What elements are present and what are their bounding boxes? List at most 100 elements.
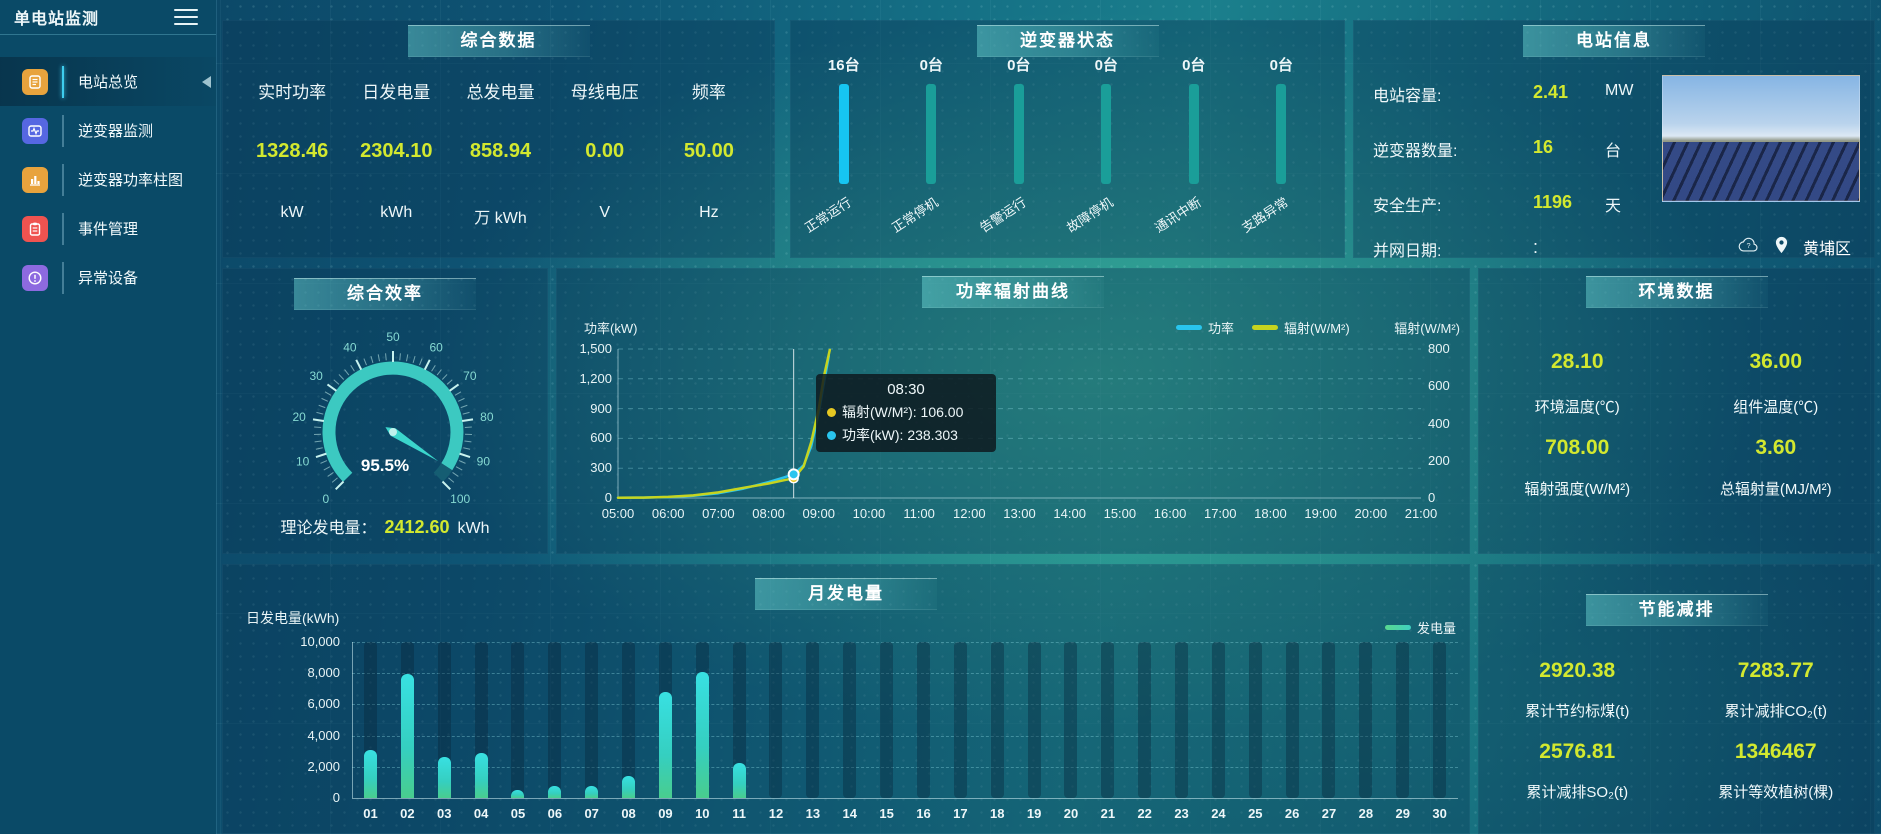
inverter-status-label: 通讯中断 — [1151, 194, 1204, 236]
curve-legend-item[interactable]: 辐射(W/M²) — [1252, 318, 1350, 337]
curve-x-tick: 19:00 — [1304, 506, 1337, 521]
metric-value: 0.00 — [585, 140, 625, 162]
monthly-x-label: 27 — [1321, 806, 1337, 821]
curve-right-axis-title: 辐射(W/M²) — [1394, 321, 1460, 336]
monthly-grid-line — [352, 704, 1458, 706]
efficiency-gauge-chart[interactable]: 0 10 20 30 40 50 60 70 80 90 100 — [222, 298, 548, 538]
curve-x-tick: 10:00 — [852, 506, 886, 521]
sidebar-item-divider — [62, 114, 64, 147]
theory-generation-unit: kWh — [457, 520, 490, 537]
inverter-status-bar — [838, 84, 849, 184]
curve-x-tick: 09:00 — [802, 506, 836, 521]
monthly-bar-track — [511, 642, 525, 798]
theory-generation-label: 理论发电量： — [280, 520, 377, 537]
svg-text:30: 30 — [309, 369, 323, 383]
inverter-status-label: 正常停机 — [889, 194, 942, 236]
monthly-x-label: 01 — [363, 806, 378, 821]
monthly-x-label: 04 — [473, 806, 489, 821]
station-info-unit: 台 — [1605, 143, 1622, 160]
svg-text:?: ? — [1747, 241, 1751, 250]
environment-label: 环境温度(℃) — [1534, 399, 1620, 416]
tooltip-series-text: 功率(kW): 238.303 — [842, 427, 958, 443]
svg-text:20: 20 — [292, 410, 306, 424]
environment-value: 36.00 — [1749, 350, 1803, 373]
svg-text:80: 80 — [480, 410, 494, 424]
station-info-row: 安全生产: 1196 天 — [1373, 192, 1673, 216]
sidebar-menu: 电站总览逆变器监测逆变器功率柱图 事件管理 异常设备 — [0, 57, 216, 302]
monthly-grid-line — [352, 673, 1458, 675]
curve-legend: 功率 辐射(W/M²) — [1176, 318, 1350, 337]
panel-title-station-info: 电站信息 — [1523, 25, 1705, 57]
environment-label: 组件温度(℃) — [1733, 399, 1819, 416]
monthly-bar — [622, 776, 635, 798]
metric-unit: kW — [280, 204, 304, 221]
overview-metric: 总发电量 858.94 万 kWh — [448, 20, 552, 258]
metric-value: 50.00 — [683, 140, 734, 162]
inverter-status-chart[interactable]: 16台 正常运行 0台 正常停机 0台 告警运行 0台 故障停机 0台 通讯中断 0台 支路异常 — [800, 20, 1325, 258]
tooltip-time: 08:30 — [887, 381, 925, 398]
sidebar-item-label: 逆变器监测 — [78, 123, 154, 140]
curve-x-tick: 15:00 — [1103, 506, 1137, 521]
sidebar-item-monitor[interactable]: 逆变器监测 — [0, 106, 216, 155]
sidebar-item-doc[interactable]: 电站总览 — [0, 57, 216, 106]
monthly-bar-track — [1248, 642, 1262, 798]
overview-metric: 实时功率 1328.46 kW — [240, 20, 344, 258]
sidebar-item-alert[interactable]: 异常设备 — [0, 253, 216, 302]
monthly-y-tick: 6,000 — [307, 696, 340, 712]
saving-value: 1346467 — [1734, 740, 1817, 763]
svg-text:10: 10 — [296, 454, 310, 468]
monthly-bar-track — [1322, 642, 1336, 798]
saving-label-row: 累计减排SO₂(t) 累计等效植树(棵) — [1478, 781, 1875, 802]
monthly-bar-track — [1138, 642, 1152, 798]
monthly-axis-title: 日发电量(kWh) — [246, 610, 340, 626]
sidebar-item-bar-chart[interactable]: 逆变器功率柱图 — [0, 155, 216, 204]
inverter-status-label: 支路异常 — [1239, 194, 1292, 236]
monthly-x-label: 12 — [768, 806, 784, 821]
sidebar-item-clipboard[interactable]: 事件管理 — [0, 204, 216, 253]
monthly-bar-track — [1211, 642, 1225, 798]
monthly-bar — [511, 790, 525, 798]
station-footer: ? 黄埔区 — [1738, 235, 1851, 259]
metric-label: 母线电压 — [570, 83, 639, 102]
overview-columns: 实时功率 1328.46 kW 日发电量 2304.10 kWh 总发电量 858.94 万 k… — [240, 20, 761, 258]
environment-value: 28.10 — [1550, 350, 1604, 373]
metric-unit: V — [599, 204, 611, 221]
monthly-bar-track — [953, 642, 967, 798]
monthly-grid-line — [352, 735, 1458, 737]
curve-right-tick: 200 — [1428, 452, 1450, 468]
monthly-bar — [400, 674, 414, 798]
inverter-count-label: 0台 — [1094, 57, 1118, 74]
inverter-status-bar — [1188, 84, 1199, 184]
monthly-bar — [437, 757, 451, 798]
monthly-x-label: 06 — [547, 806, 563, 821]
monthly-legend: 发电量 — [1385, 618, 1456, 637]
panel-title-energy-saving: 节能减排 — [1585, 594, 1768, 626]
svg-text:70: 70 — [463, 369, 477, 383]
curve-legend-item[interactable]: 功率 — [1176, 318, 1234, 337]
monthly-legend-item[interactable]: 发电量 — [1385, 618, 1456, 637]
monitor-icon — [22, 117, 48, 144]
monthly-x-label: 03 — [436, 806, 452, 821]
monthly-bar-track — [732, 642, 746, 798]
curve-left-tick: 0 — [604, 490, 612, 505]
monthly-bar-track — [585, 642, 599, 798]
inverter-status-label: 故障停机 — [1064, 194, 1117, 236]
inverter-status-bar — [1013, 84, 1024, 184]
tooltip-series-dot — [827, 407, 836, 417]
panel-title-power-curve: 功率辐射曲线 — [922, 276, 1104, 308]
curve-x-tick: 06:00 — [651, 506, 685, 521]
hamburger-menu-icon[interactable] — [174, 9, 198, 25]
saving-label-row: 累计节约标煤(t) 累计减排CO₂(t) — [1478, 700, 1875, 721]
curve-left-tick: 600 — [590, 430, 612, 446]
monthly-x-label: 18 — [989, 806, 1005, 821]
panel-efficiency: 综合效率 0 10 20 30 40 50 60 70 80 90 100 95.5% 理论发电量：… — [222, 268, 548, 554]
monthly-bar — [585, 786, 599, 798]
curve-x-tick: 18:00 — [1254, 506, 1287, 521]
tooltip-row: 功率(kW): 238.303 — [827, 425, 985, 445]
monthly-bar-chart[interactable]: 10,000 8,000 6,000 4,000 2,000 0 01 02 03 04 05 06 0… — [222, 564, 1470, 834]
curve-left-tick: 300 — [590, 460, 612, 476]
station-info-unit: 天 — [1605, 198, 1622, 215]
sidebar-collapse-arrow-icon[interactable] — [202, 76, 211, 88]
metric-unit: Hz — [699, 204, 719, 221]
monthly-bar-track — [990, 642, 1004, 798]
